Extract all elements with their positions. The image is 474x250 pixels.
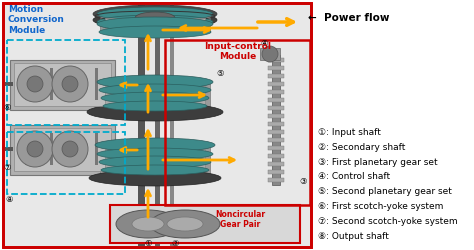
Text: ⑧: ⑧ [5,196,13,204]
Ellipse shape [99,84,211,96]
Bar [25,133,28,165]
Bar [165,40,310,205]
Text: ⑦: ⑦ [3,164,11,172]
Bar [50,133,53,165]
Text: ←  Power flow: ← Power flow [308,13,390,23]
Text: ⑦: Second scotch-yoke system: ⑦: Second scotch-yoke system [318,217,457,226]
Ellipse shape [95,138,215,152]
Bar [14,63,111,106]
Text: ①: ① [144,238,152,248]
Bar [100,145,210,177]
Text: ④: Control shaft: ④: Control shaft [318,172,390,182]
Bar [10,60,115,110]
Bar [268,130,284,134]
Bar [260,48,280,60]
Ellipse shape [150,210,220,238]
Ellipse shape [262,46,278,62]
Bar [95,133,98,165]
Ellipse shape [27,141,43,157]
Bar [268,58,284,62]
Bar [10,125,115,175]
Ellipse shape [97,148,213,160]
Bar [95,68,98,100]
Ellipse shape [27,76,43,92]
Bar [155,3,160,247]
Bar [3,3,311,247]
Ellipse shape [103,101,207,111]
Ellipse shape [97,15,213,29]
Text: Motion
Conversion
Module: Motion Conversion Module [8,5,65,35]
Bar [268,66,284,70]
Text: ⑧: Output shaft: ⑧: Output shaft [318,232,389,240]
Bar [268,98,284,102]
Bar [268,146,284,150]
Bar [100,82,210,110]
Ellipse shape [135,12,175,24]
Text: ⑤: ⑤ [216,70,224,78]
Ellipse shape [101,165,209,175]
Bar [268,154,284,158]
Ellipse shape [132,217,164,231]
Bar [138,3,145,247]
Bar [7,40,125,125]
Bar [105,86,205,104]
Bar [268,106,284,110]
Ellipse shape [17,131,53,167]
Bar [268,138,284,142]
Bar [3,3,311,247]
Bar [170,3,174,247]
Ellipse shape [116,210,180,238]
Bar [25,68,28,100]
Bar [268,122,284,126]
Bar [105,18,205,28]
Text: ②: Secondary shaft: ②: Secondary shaft [318,143,405,152]
Bar [268,170,284,174]
Text: ⑤: Second planetary gear set: ⑤: Second planetary gear set [318,187,452,196]
Bar [268,162,284,166]
Ellipse shape [97,17,213,31]
Text: ③: First planetary gear set: ③: First planetary gear set [318,158,438,166]
Bar [268,82,284,86]
Bar [268,74,284,78]
Text: ②: ② [171,238,179,248]
Text: Noncircular
Gear Pair: Noncircular Gear Pair [215,210,265,230]
Bar [105,149,205,171]
Ellipse shape [87,103,223,121]
Text: Input-control
Module: Input-control Module [204,42,272,62]
Ellipse shape [101,92,209,104]
Ellipse shape [97,75,213,89]
Ellipse shape [62,141,78,157]
Bar [268,90,284,94]
Bar [50,68,53,100]
Ellipse shape [99,26,211,38]
Bar [268,178,284,182]
Ellipse shape [52,131,88,167]
Bar [100,14,210,32]
Bar [268,114,284,118]
Ellipse shape [97,7,213,21]
Bar [75,133,78,165]
Ellipse shape [62,76,78,92]
Ellipse shape [17,66,53,102]
Bar [110,205,300,243]
Bar [272,55,280,185]
Ellipse shape [52,66,88,102]
Bar [75,68,78,100]
Ellipse shape [99,156,211,168]
Bar [7,132,125,194]
Text: ⑥: First scotch-yoke system: ⑥: First scotch-yoke system [318,202,443,211]
Ellipse shape [93,5,217,23]
Bar [3,147,13,151]
Bar [14,128,111,171]
Text: ⑥: ⑥ [3,104,11,112]
Ellipse shape [93,11,217,29]
Text: ④: ④ [260,40,268,48]
Text: ①: Input shaft: ①: Input shaft [318,128,381,137]
Ellipse shape [89,170,221,186]
Ellipse shape [167,217,203,231]
Bar [3,82,13,86]
Text: ③: ③ [299,178,307,186]
